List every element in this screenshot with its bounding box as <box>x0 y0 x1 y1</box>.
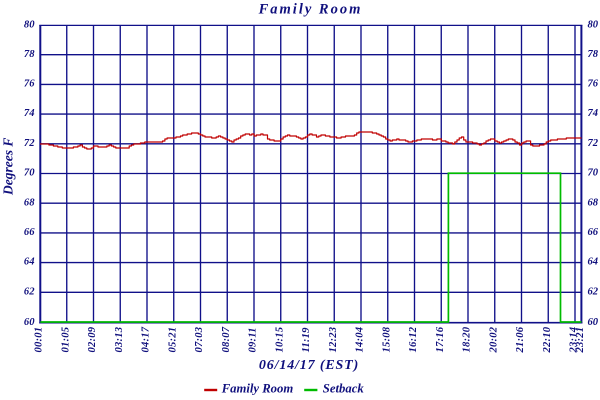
svg-text:15:08: 15:08 <box>381 326 392 352</box>
svg-text:60: 60 <box>24 317 35 328</box>
svg-text:72: 72 <box>24 138 35 149</box>
svg-text:05:21: 05:21 <box>167 327 178 353</box>
svg-text:01:05: 01:05 <box>60 326 71 352</box>
svg-text:00:01: 00:01 <box>34 327 45 353</box>
svg-text:23:14: 23:14 <box>569 327 580 354</box>
svg-text:Degrees F: Degrees F <box>1 138 16 196</box>
svg-text:21:06: 21:06 <box>515 326 526 353</box>
svg-text:22:10: 22:10 <box>542 326 553 353</box>
svg-text:20:02: 20:02 <box>488 326 499 353</box>
svg-text:18:20: 18:20 <box>462 326 473 352</box>
svg-text:80: 80 <box>588 20 599 31</box>
svg-text:72: 72 <box>588 138 599 149</box>
svg-text:17:16: 17:16 <box>435 326 446 352</box>
svg-text:74: 74 <box>588 108 599 119</box>
svg-text:Family Room: Family Room <box>258 1 363 17</box>
svg-text:68: 68 <box>24 197 35 208</box>
svg-text:08:07: 08:07 <box>221 326 232 352</box>
svg-text:62: 62 <box>588 286 599 297</box>
svg-text:76: 76 <box>24 79 35 90</box>
svg-text:Setback: Setback <box>323 382 365 396</box>
svg-text:07:03: 07:03 <box>194 326 205 352</box>
svg-text:62: 62 <box>24 286 35 297</box>
svg-text:11:19: 11:19 <box>301 327 312 353</box>
svg-text:74: 74 <box>24 108 35 119</box>
svg-text:12:23: 12:23 <box>328 326 339 352</box>
svg-text:10:15: 10:15 <box>274 326 285 352</box>
svg-text:80: 80 <box>24 20 35 31</box>
svg-text:16:12: 16:12 <box>408 326 419 352</box>
svg-text:78: 78 <box>24 49 35 60</box>
svg-text:02:09: 02:09 <box>87 326 98 352</box>
svg-text:68: 68 <box>588 197 599 208</box>
svg-text:66: 66 <box>588 227 599 238</box>
svg-text:03:13: 03:13 <box>114 326 125 352</box>
svg-text:04:17: 04:17 <box>141 326 152 352</box>
svg-text:78: 78 <box>588 49 599 60</box>
svg-text:14:04: 14:04 <box>355 327 366 353</box>
svg-text:70: 70 <box>588 168 599 179</box>
svg-text:Family Room: Family Room <box>221 382 294 396</box>
svg-text:76: 76 <box>588 79 599 90</box>
svg-text:66: 66 <box>24 227 35 238</box>
svg-text:23:21: 23:21 <box>575 327 586 354</box>
svg-text:06/14/17 (EST): 06/14/17 (EST) <box>259 358 359 373</box>
svg-text:70: 70 <box>24 168 35 179</box>
svg-text:64: 64 <box>24 257 35 268</box>
svg-text:64: 64 <box>588 257 599 268</box>
svg-text:09:11: 09:11 <box>248 327 259 352</box>
svg-text:60: 60 <box>588 317 599 328</box>
